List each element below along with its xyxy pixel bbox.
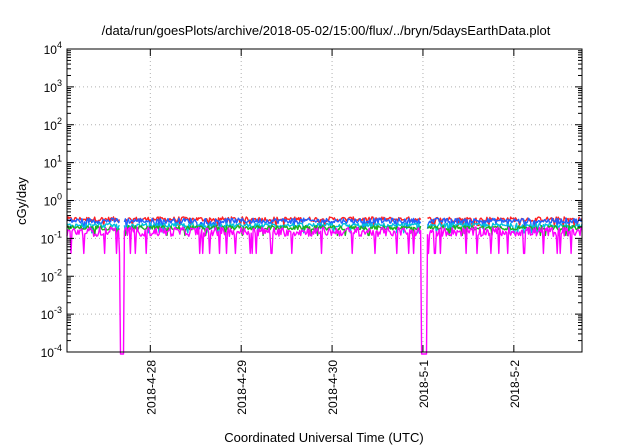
y-tick-base: 10: [41, 346, 55, 360]
y-axis-label: cGy/day: [14, 177, 29, 225]
y-tick-exponent: 4: [57, 40, 62, 50]
y-tick-label: 101: [44, 154, 62, 171]
y-tick-base: 10: [44, 157, 58, 171]
series-line-4: [66, 226, 583, 355]
y-tick-label: 102: [44, 116, 62, 133]
y-tick-base: 10: [44, 195, 58, 209]
y-tick-exponent: -2: [54, 267, 62, 277]
x-tick-label: 2018-5-2: [508, 360, 522, 408]
x-axis-label: Coordinated Universal Time (UTC): [224, 430, 423, 445]
series-layer: [66, 216, 583, 355]
y-tick-label: 104: [44, 40, 62, 57]
x-axis-ticks: 2018-4-28 2018-4-29 2018-4-30 2018-5-1 2018-…: [144, 49, 522, 415]
y-tick-label: 10-4: [41, 343, 62, 360]
y-tick-base: 10: [44, 43, 58, 57]
y-tick-label: 10-3: [41, 305, 62, 322]
y-tick-exponent: -4: [54, 343, 62, 353]
chart-title: /data/run/goesPlots/archive/2018-05-02/1…: [102, 23, 551, 38]
y-tick-label: 10-2: [41, 267, 62, 284]
y-tick-exponent: 2: [57, 116, 62, 126]
grid: [67, 49, 582, 352]
y-tick-exponent: -1: [54, 229, 62, 239]
x-tick-label: 2018-4-28: [144, 360, 158, 415]
y-tick-label: 10-1: [41, 229, 62, 246]
x-tick-label: 2018-5-1: [417, 360, 431, 408]
x-tick-label: 2018-4-30: [326, 360, 340, 415]
y-tick-base: 10: [41, 232, 55, 246]
y-tick-base: 10: [44, 119, 58, 133]
y-tick-exponent: 3: [57, 78, 62, 88]
y-tick-base: 10: [41, 270, 55, 284]
y-tick-exponent: 1: [57, 154, 62, 164]
y-tick-base: 10: [41, 308, 55, 322]
y-tick-exponent: -3: [54, 305, 62, 315]
y-tick-exponent: 0: [57, 192, 62, 202]
y-tick-label: 100: [44, 192, 62, 209]
x-tick-label: 2018-4-29: [235, 360, 249, 415]
series-line-1: [66, 217, 583, 230]
y-tick-label: 103: [44, 78, 62, 95]
y-tick-base: 10: [44, 81, 58, 95]
plot-frame: [66, 48, 583, 353]
